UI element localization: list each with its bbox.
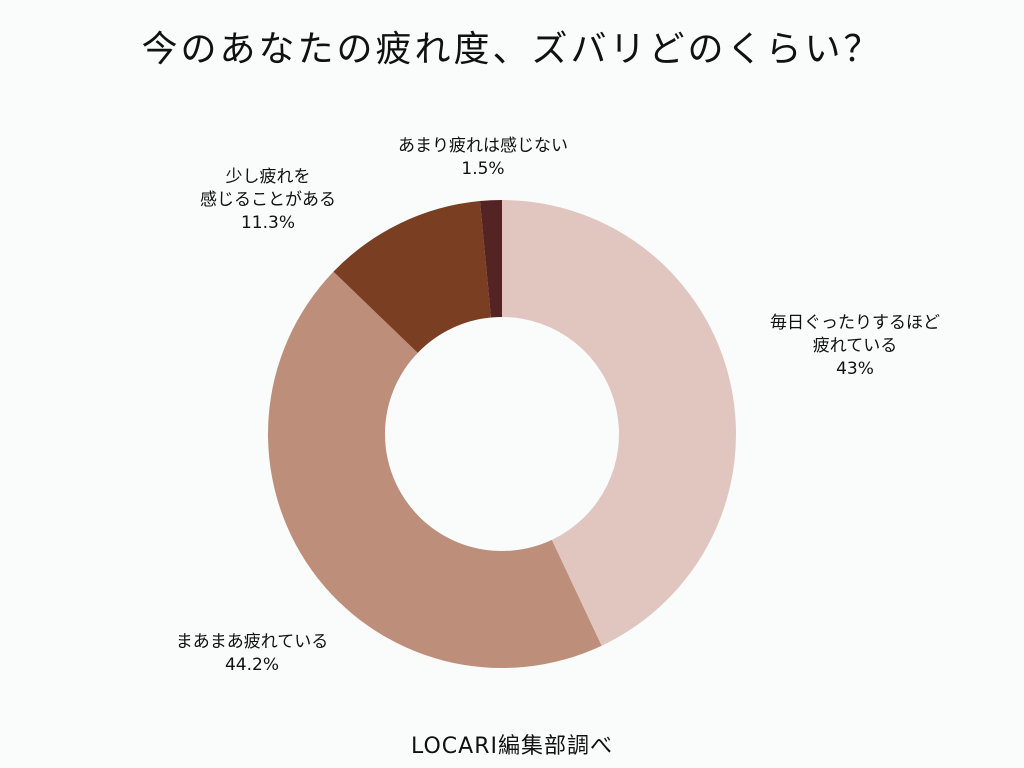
- slice-label-not-tired: あまり疲れは感じない 1.5%: [368, 135, 598, 181]
- source-credit: LOCARI編集部調べ: [411, 734, 613, 759]
- slice-label-fairly-tired: まあまあ疲れている 44.2%: [152, 631, 352, 677]
- slice-slightly-tired: [333, 201, 491, 353]
- slice-label-line: 疲れている: [812, 336, 898, 356]
- slice-label-line: まあまあ疲れている: [175, 632, 329, 652]
- chart-title: 今のあなたの疲れ度、ズバリどのくらい？: [141, 29, 883, 70]
- slice-label-daily-exhausted: 毎日ぐったりするほど 疲れている 43%: [745, 312, 965, 381]
- slice-label-value: 43%: [836, 359, 874, 379]
- donut-slices: [267, 200, 737, 669]
- slice-fairly-tired: [267, 271, 602, 669]
- slice-not-tired: [479, 200, 502, 318]
- slice-label-line: あまり疲れは感じない: [398, 136, 568, 156]
- slice-label-value: 1.5%: [461, 159, 505, 179]
- slice-label-slightly-tired: 少し疲れを 感じることがある 11.3%: [168, 166, 368, 235]
- slice-label-value: 11.3%: [240, 213, 295, 233]
- slice-label-line: 少し疲れを: [225, 167, 311, 187]
- slice-label-line: 毎日ぐったりするほど: [770, 313, 940, 333]
- slice-label-value: 44.2%: [224, 655, 279, 675]
- slice-label-line: 感じることがある: [200, 190, 336, 210]
- slice-daily-exhausted: [502, 200, 737, 646]
